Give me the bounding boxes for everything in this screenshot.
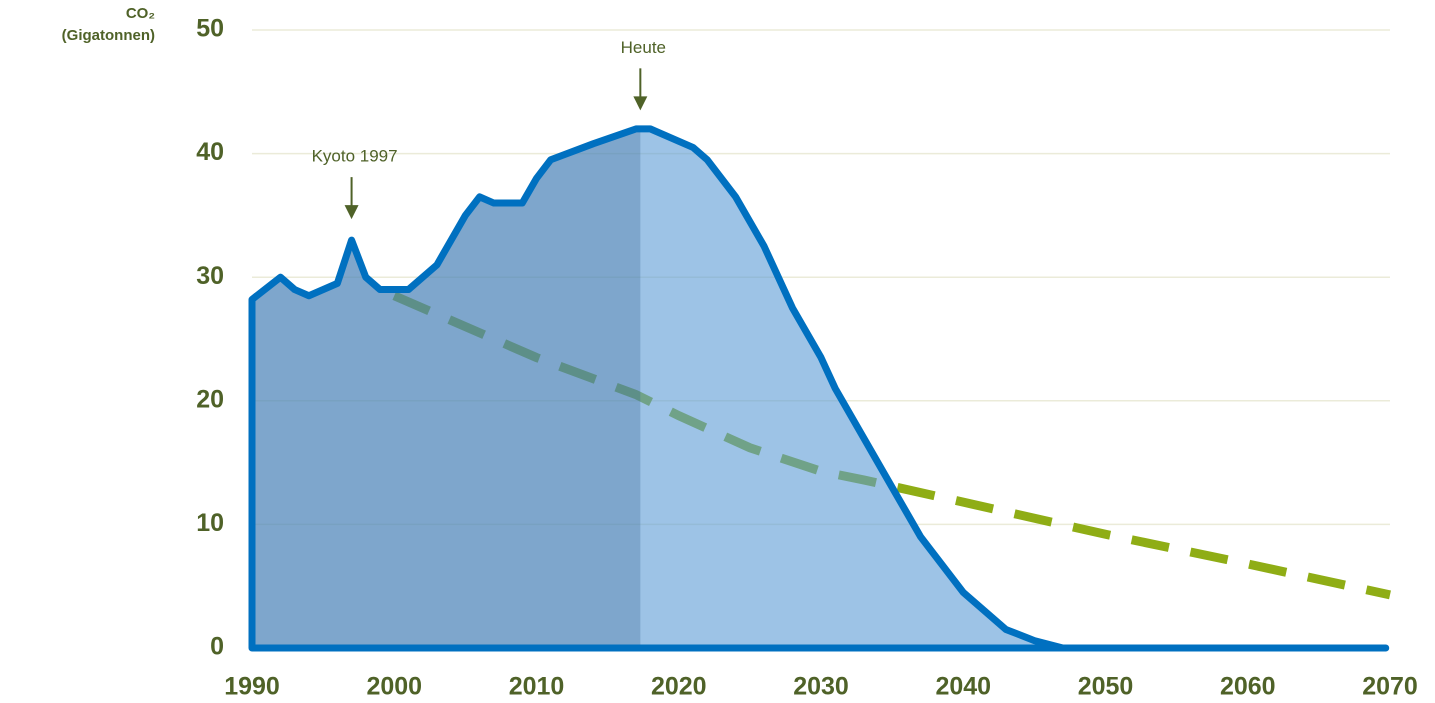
emissions-area: [252, 128, 1386, 648]
y-tick-label: 40: [196, 138, 224, 166]
y-axis-label: CO₂: [126, 5, 155, 22]
x-tick-label: 2000: [366, 673, 422, 701]
x-tick-label: 2020: [651, 673, 707, 701]
y-tick-label: 30: [196, 262, 224, 290]
y-tick-label: 0: [210, 633, 224, 661]
emissions-line: [248, 125, 1390, 652]
projection-line: [392, 291, 1391, 600]
x-tick-label: 2060: [1220, 673, 1276, 701]
past-shade: [252, 128, 641, 648]
y-axis-label: (Gigatonnen): [62, 27, 155, 44]
y-tick-label: 20: [196, 385, 224, 413]
x-tick-label: 1990: [224, 673, 280, 701]
x-tick-label: 2010: [509, 673, 565, 701]
y-tick-label: 50: [196, 15, 224, 43]
annotation: Kyoto 1997: [312, 147, 398, 166]
annotation-arrowhead: [633, 96, 648, 111]
annotation: Heute: [621, 38, 666, 57]
x-tick-label: 2050: [1078, 673, 1134, 701]
annotation-arrowhead: [344, 205, 359, 220]
x-tick-label: 2040: [935, 673, 991, 701]
y-tick-label: 10: [196, 509, 224, 537]
x-tick-label: 2070: [1362, 673, 1418, 701]
x-tick-label: 2030: [793, 673, 849, 701]
